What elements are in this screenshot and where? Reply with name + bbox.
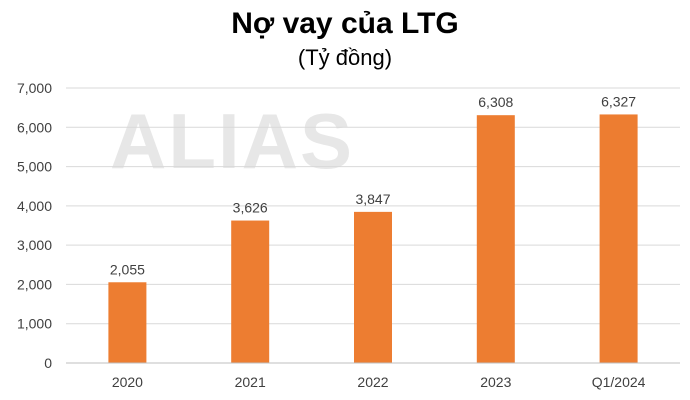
data-labels: 2,055 3,626 3,847 6,308 6,327 [110,93,636,277]
x-tick-label: 2020 [112,374,143,390]
x-tick-label: 2021 [235,374,266,390]
y-axis-ticks: 0 1,000 2,000 3,000 4,000 5,000 6,000 7,000 [17,80,52,371]
y-tick-label: 5,000 [17,159,52,175]
bar-2021 [231,220,270,363]
bar-2023 [476,115,515,363]
bar-q1-2024 [599,114,638,363]
x-tick-label: 2023 [480,374,511,390]
bars [108,114,638,363]
y-tick-label: 2,000 [17,276,52,292]
x-axis-ticks: 2020 2021 2022 2023 Q1/2024 [112,374,646,390]
data-label: 3,626 [233,200,268,216]
y-tick-label: 7,000 [17,80,52,96]
x-tick-label: Q1/2024 [592,374,646,390]
bar-2020 [108,282,147,363]
data-label: 2,055 [110,261,145,277]
data-label: 6,308 [478,94,513,110]
x-tick-label: 2022 [357,374,388,390]
y-tick-label: 3,000 [17,237,52,253]
y-tick-label: 6,000 [17,119,52,135]
y-tick-label: 4,000 [17,198,52,214]
data-label: 3,847 [355,191,390,207]
watermark-logo: ALIAS [110,97,354,185]
data-label: 6,327 [601,93,636,109]
y-tick-label: 0 [44,355,52,371]
bar-2022 [354,211,392,363]
chart-title: Nợ vay của LTG [231,7,459,40]
y-tick-label: 1,000 [17,316,52,332]
chart-subtitle: (Tỷ đồng) [298,45,392,70]
